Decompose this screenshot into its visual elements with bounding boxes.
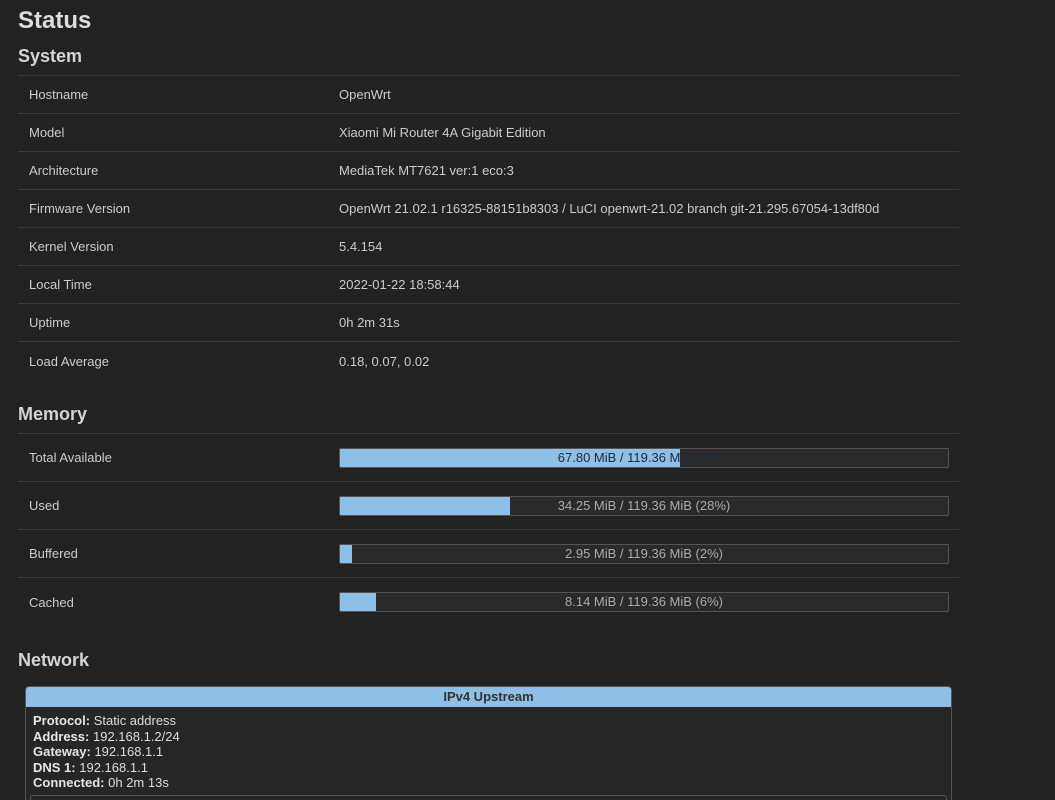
progress-text: 34.25 MiB / 119.36 MiB (28%): [557, 497, 731, 513]
progress-text: 67.80 MiB / 119.36 MiB (56%): [557, 449, 731, 465]
row-value-load-average: 0.18, 0.07, 0.02: [339, 353, 430, 369]
progress-bar-cached: 8.14 MiB / 119.36 MiB (6%): [339, 592, 949, 612]
row-value-local-time: 2022-01-22 18:58:44: [339, 277, 460, 292]
table-row: Local Time 2022-01-22 18:58:44: [18, 266, 959, 304]
page-title: Status: [18, 7, 92, 34]
row-label-cached: Cached: [29, 594, 74, 610]
table-row: Hostname OpenWrt: [18, 76, 959, 114]
system-heading: System: [18, 46, 83, 66]
table-row: Buffered 2.95 MiB / 119.36 MiB (2%): [18, 530, 959, 578]
progress-bar-buffered: 2.95 MiB / 119.36 MiB (2%): [339, 543, 949, 564]
connected-value: 0h 2m 13s: [108, 775, 169, 790]
network-heading: Network: [18, 650, 90, 670]
table-row: Total Available 67.80 MiB / 119.36 MiB (…: [18, 434, 959, 482]
progress-bar-total-available: 67.80 MiB / 119.36 MiB (56%): [339, 447, 949, 468]
address-line: Address: 192.168.1.2/24: [33, 729, 944, 745]
progress-fill: [340, 544, 353, 563]
row-value-hostname: OpenWrt: [339, 87, 391, 102]
row-label-used: Used: [29, 498, 60, 513]
address-label: Address:: [33, 728, 90, 744]
row-label-uptime: Uptime: [29, 315, 71, 330]
table-row: Firmware Version OpenWrt 21.02.1 r16325-…: [18, 190, 959, 228]
progress-text: 8.14 MiB / 119.36 MiB (6%): [565, 594, 723, 609]
row-value-kernel: 5.4.154: [339, 239, 383, 254]
row-label-model: Model: [29, 125, 65, 140]
dns-line: DNS 1: 192.168.1.1: [33, 760, 944, 776]
table-row: Load Average 0.18, 0.07, 0.02: [18, 342, 959, 380]
table-row: Model Xiaomi Mi Router 4A Gigabit Editio…: [18, 114, 959, 152]
table-row: Uptime 0h 2m 31s: [18, 304, 959, 342]
row-label-total-available: Total Available: [29, 450, 112, 465]
gateway-value: 192.168.1.1: [94, 744, 164, 759]
row-label-local-time: Local Time: [29, 277, 92, 292]
row-label-hostname: Hostname: [29, 87, 89, 102]
gateway-line: Gateway: 192.168.1.1: [33, 744, 944, 760]
memory-heading: Memory: [18, 404, 88, 424]
row-value-uptime: 0h 2m 31s: [339, 315, 400, 330]
dns-label: DNS 1:: [33, 759, 76, 775]
row-label-kernel: Kernel Version: [29, 239, 114, 254]
ipv4-upstream-panel: IPv4 Upstream Protocol: Static address A…: [25, 686, 952, 800]
row-label-firmware: Firmware Version: [29, 201, 131, 216]
row-value-firmware: OpenWrt 21.02.1 r16325-88151b8303 / LuCI…: [339, 201, 880, 216]
protocol-label: Protocol:: [33, 713, 91, 728]
protocol-value: Static address: [93, 713, 177, 728]
table-row: Kernel Version 5.4.154: [18, 228, 959, 266]
dns-value: 192.168.1.1: [79, 759, 148, 775]
connected-line: Connected: 0h 2m 13s: [33, 775, 944, 791]
progress-text: 2.95 MiB / 119.36 MiB (2%): [565, 545, 723, 561]
system-table: Hostname OpenWrt Model Xiaomi Mi Router …: [18, 75, 959, 380]
ipv4-upstream-title: IPv4 Upstream: [26, 687, 951, 707]
row-label-architecture: Architecture: [29, 163, 99, 178]
gateway-label: Gateway:: [33, 744, 91, 759]
memory-table: Total Available 67.80 MiB / 119.36 MiB (…: [18, 433, 959, 626]
interface-badge: [30, 795, 947, 800]
progress-bar-used: 34.25 MiB / 119.36 MiB (28%): [339, 495, 949, 516]
row-label-load-average: Load Average: [29, 353, 109, 369]
address-value: 192.168.1.2/24: [92, 728, 180, 744]
row-value-architecture: MediaTek MT7621 ver:1 eco:3: [339, 163, 514, 178]
connected-label: Connected:: [33, 775, 105, 790]
table-row: Architecture MediaTek MT7621 ver:1 eco:3: [18, 152, 959, 190]
table-row: Used 34.25 MiB / 119.36 MiB (28%): [18, 482, 959, 530]
progress-fill: [340, 593, 377, 611]
ipv4-upstream-details: Protocol: Static address Address: 192.16…: [26, 707, 951, 797]
progress-fill: [340, 448, 681, 467]
protocol-line: Protocol: Static address: [33, 713, 944, 729]
row-label-buffered: Buffered: [29, 546, 78, 561]
table-row: Cached 8.14 MiB / 119.36 MiB (6%): [18, 578, 959, 626]
progress-fill: [340, 496, 511, 515]
row-value-model: Xiaomi Mi Router 4A Gigabit Edition: [339, 125, 546, 140]
